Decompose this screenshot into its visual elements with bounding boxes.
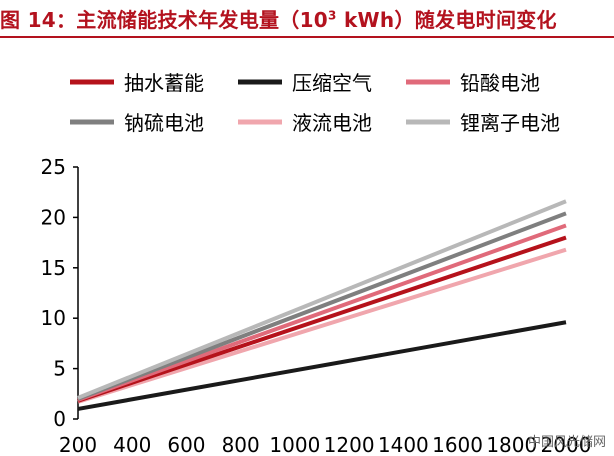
chart-series xyxy=(77,199,567,411)
x-tick-label: 1000 xyxy=(269,433,320,456)
y-tick-label: 25 xyxy=(41,155,66,179)
legend-label-5: 液流电池 xyxy=(292,111,372,135)
y-tick-label: 10 xyxy=(41,306,66,330)
chart-axes: 0 5 10 15 20 25 200 400 600 800 1000 1200 1400 1600 18… xyxy=(41,155,592,456)
y-tick-label: 20 xyxy=(41,205,66,229)
y-tick-label: 5 xyxy=(53,357,66,381)
series-line-4 xyxy=(77,211,567,401)
series-line-1 xyxy=(77,235,567,403)
x-tick-label: 1600 xyxy=(432,433,483,456)
x-tick-label: 200 xyxy=(59,433,97,456)
x-tick-label: 2000 xyxy=(541,433,592,456)
series-line-2 xyxy=(77,320,567,411)
x-tick-label: 600 xyxy=(167,433,205,456)
chart-title: 图 14：主流储能技术年发电量（103 kWh）随发电时间变化 xyxy=(0,4,557,33)
series-line-6 xyxy=(77,199,567,400)
watermark-text: 中国风光储网 xyxy=(527,435,606,450)
x-tick-label: 1200 xyxy=(324,433,375,456)
x-tick-label: 800 xyxy=(222,433,260,456)
y-tick-label: 0 xyxy=(53,407,66,431)
y-tick-label: 15 xyxy=(41,256,66,280)
title-divider xyxy=(0,36,614,38)
x-tick-label: 1400 xyxy=(378,433,429,456)
legend-label-4: 钠硫电池 xyxy=(124,111,204,135)
chart-title-prefix: 图 14：主流储能技术年发电量（10 xyxy=(0,8,329,32)
legend-label-2: 压缩空气 xyxy=(292,71,372,95)
legend-label-3: 铅酸电池 xyxy=(460,71,540,95)
x-tick-label: 400 xyxy=(113,433,151,456)
series-line-3 xyxy=(77,223,567,402)
chart-title-suffix: kWh）随发电时间变化 xyxy=(336,8,557,32)
legend-label-1: 抽水蓄能 xyxy=(124,71,204,95)
chart-title-superscript: 3 xyxy=(328,8,337,23)
x-tick-label: 1800 xyxy=(486,433,537,456)
legend-label-6: 锂离子电池 xyxy=(460,111,560,135)
series-line-5 xyxy=(77,247,567,404)
